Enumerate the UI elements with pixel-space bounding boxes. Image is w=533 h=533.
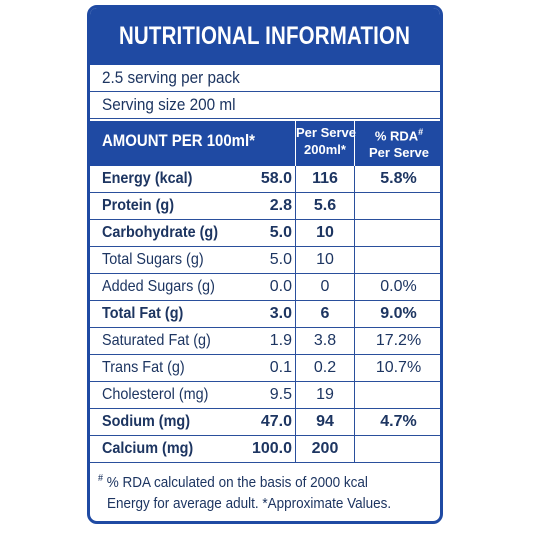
value-per-100ml: 58.0 [260, 170, 292, 187]
value-per-100ml: 2.8 [269, 197, 292, 214]
nutrient-name: Total Fat (g) [102, 301, 192, 327]
nutrient-name-text: Carbohydrate (g) [102, 224, 219, 241]
value-per-100ml: 9.5 [269, 386, 292, 403]
nutrient-name-text: Trans Fat (g) [102, 359, 185, 376]
value-rda: 9.0% [380, 305, 417, 322]
nutrient-row: Saturated Fat (g) 1.9 3.8 17.2% [90, 328, 440, 355]
value-per-100ml: 0.0 [269, 278, 292, 295]
servings-per-pack-row: 2.5 serving per pack [90, 65, 440, 92]
value-rda: 17.2% [375, 332, 422, 349]
per-serve-header: Per Serve 200ml* [296, 124, 356, 158]
value-per-serve: 5.6 [313, 197, 337, 214]
footnote-text-1: % RDA calculated on the basis of 2000 kc… [106, 474, 368, 491]
nutrient-name: Cholesterol (mg) [102, 382, 220, 408]
nutrient-name: Total Sugars (g) [102, 247, 215, 273]
nutrient-row: Cholesterol (mg) 9.5 19 [90, 382, 440, 409]
panel-title-bar: NUTRITIONAL INFORMATION [90, 8, 440, 65]
value-per-100ml: 47.0 [260, 413, 292, 430]
value-per-serve: 0 [320, 278, 330, 295]
value-per-100ml: 3.0 [269, 305, 292, 322]
nutrient-name-text: Saturated Fat (g) [102, 332, 211, 349]
nutrient-name-text: Total Fat (g) [102, 305, 184, 322]
column-divider [354, 166, 355, 463]
footnote: # % RDA calculated on the basis of 2000 … [98, 468, 438, 514]
nutrient-name: Saturated Fat (g) [102, 328, 223, 354]
value-per-serve: 3.8 [313, 332, 337, 349]
nutrient-name: Carbohydrate (g) [102, 220, 231, 246]
value-rda: 10.7% [375, 359, 422, 376]
nutrient-name-text: Calcium (mg) [102, 440, 194, 457]
serving-size: Serving size 200 ml [102, 95, 236, 114]
column-divider [295, 166, 296, 463]
nutrient-name: Added Sugars (g) [102, 274, 227, 300]
nutrient-name-text: Sodium (mg) [102, 413, 190, 430]
rda-header-mark: # [418, 127, 424, 137]
value-per-100ml: 5.0 [269, 251, 292, 268]
value-rda: 5.8% [380, 170, 417, 187]
value-per-serve: 10 [316, 224, 334, 241]
nutrient-row: Total Sugars (g) 5.0 10 [90, 247, 440, 274]
value-per-serve: 0.2 [313, 359, 337, 376]
footnote-line-2: Energy for average adult. *Approximate V… [107, 495, 392, 512]
nutrient-name-text: Energy (kcal) [102, 170, 193, 187]
value-rda [354, 382, 440, 408]
nutrient-row: Total Fat (g) 3.0 6 9.0% [90, 301, 440, 328]
nutrient-name-text: Total Sugars (g) [102, 251, 204, 268]
header-divider [354, 121, 355, 166]
table-header: AMOUNT PER 100ml* Per Serve 200ml* % RDA… [90, 121, 440, 166]
value-rda [354, 436, 440, 462]
value-per-serve: 116 [312, 170, 338, 187]
rda-header-line1: % RDA# [355, 124, 440, 144]
value-per-100ml: 100.0 [251, 440, 292, 457]
nutrient-name: Sodium (mg) [102, 409, 200, 435]
value-rda [354, 193, 440, 219]
per-serve-header-line2: 200ml* [304, 142, 346, 157]
value-per-100ml: 1.9 [269, 332, 292, 349]
nutrient-name-text: Cholesterol (mg) [102, 386, 209, 403]
amount-per-100ml-header: AMOUNT PER 100ml* [102, 131, 255, 150]
nutrition-panel: NUTRITIONAL INFORMATION 2.5 serving per … [87, 5, 443, 524]
nutrient-name-text: Added Sugars (g) [102, 278, 215, 295]
footnote-line-1: # % RDA calculated on the basis of 2000 … [98, 468, 404, 493]
servings-per-pack: 2.5 serving per pack [102, 68, 240, 87]
nutrient-row: Sodium (mg) 47.0 94 4.7% [90, 409, 440, 436]
value-per-100ml: 0.1 [269, 359, 292, 376]
nutrient-name: Energy (kcal) [102, 166, 202, 192]
rda-header-label: % RDA [374, 128, 419, 144]
value-per-serve: 6 [320, 305, 330, 322]
nutrient-row: Carbohydrate (g) 5.0 10 [90, 220, 440, 247]
rda-header-line2: Per Serve [369, 145, 429, 161]
serving-size-row: Serving size 200 ml [90, 92, 440, 119]
value-per-serve: 94 [316, 413, 334, 430]
value-rda [354, 247, 440, 273]
footnote-mark: # [98, 473, 104, 484]
value-rda: 4.7% [380, 413, 417, 430]
value-per-serve: 200 [311, 440, 339, 457]
value-rda [354, 220, 440, 246]
nutrient-row: Trans Fat (g) 0.1 0.2 10.7% [90, 355, 440, 382]
nutrient-row: Protein (g) 2.8 5.6 [90, 193, 440, 220]
per-serve-header-line1: Per Serve [296, 125, 356, 140]
rda-header: % RDA# Per Serve [355, 124, 440, 161]
value-per-serve: 19 [316, 386, 334, 403]
nutrient-row: Calcium (mg) 100.0 200 [90, 436, 440, 463]
nutrient-row: Energy (kcal) 58.0 116 5.8% [90, 166, 440, 193]
nutrient-name: Calcium (mg) [102, 436, 203, 462]
nutrient-name: Trans Fat (g) [102, 355, 194, 381]
value-per-serve: 10 [316, 251, 334, 268]
value-rda: 0.0% [380, 278, 417, 295]
header-divider [295, 121, 296, 166]
value-per-100ml: 5.0 [269, 224, 292, 241]
nutrient-name-text: Protein (g) [102, 197, 174, 214]
nutrient-row: Added Sugars (g) 0.0 0 0.0% [90, 274, 440, 301]
nutrient-name: Protein (g) [102, 193, 182, 219]
panel-title: NUTRITIONAL INFORMATION [119, 22, 411, 50]
